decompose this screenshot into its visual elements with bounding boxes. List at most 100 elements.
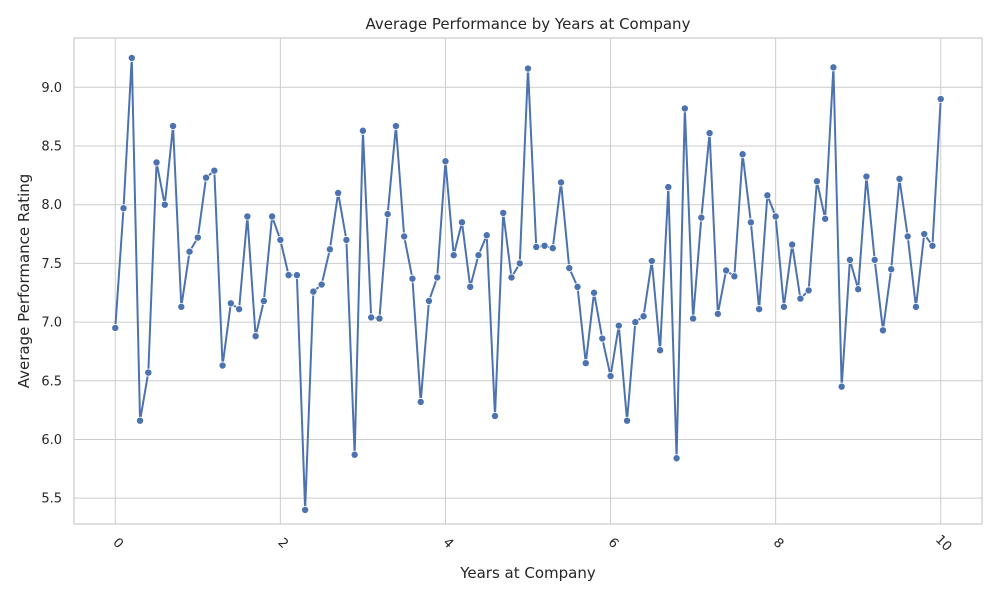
data-point — [408, 274, 417, 283]
data-point — [631, 318, 640, 327]
data-point — [515, 259, 524, 268]
y-tick-label: 8.0 — [41, 198, 62, 213]
y-tick-label: 6.5 — [41, 374, 62, 389]
y-tick-label: 9.0 — [41, 81, 62, 96]
data-point — [127, 53, 136, 62]
data-point — [763, 191, 772, 200]
data-point — [730, 272, 739, 281]
data-point — [738, 150, 747, 159]
data-point — [202, 173, 211, 182]
data-point — [713, 309, 722, 318]
data-point — [680, 104, 689, 113]
data-point — [845, 255, 854, 264]
data-point — [210, 166, 219, 175]
data-point — [474, 251, 483, 260]
data-point — [375, 314, 384, 323]
y-axis-label: Average Performance Rating — [15, 174, 33, 389]
data-point — [441, 157, 450, 166]
data-point — [185, 247, 194, 256]
series — [111, 53, 945, 514]
data-point — [259, 296, 268, 305]
data-point — [870, 255, 879, 264]
x-tick-label: 0 — [110, 535, 126, 551]
data-point — [160, 200, 169, 209]
x-tick-label: 2 — [275, 535, 291, 551]
x-tick-label: 4 — [440, 535, 456, 551]
data-point — [309, 287, 318, 296]
data-point — [771, 212, 780, 221]
data-point — [746, 218, 755, 227]
data-point — [854, 285, 863, 294]
data-point — [490, 411, 499, 420]
data-point — [383, 210, 392, 219]
data-point — [540, 241, 549, 250]
data-point — [111, 323, 120, 332]
data-point — [557, 178, 566, 187]
x-tick-label: 8 — [770, 535, 786, 551]
data-point — [573, 282, 582, 291]
chart-title: Average Performance by Years at Company — [366, 15, 691, 33]
data-point — [243, 212, 252, 221]
data-point — [218, 361, 227, 370]
data-point — [276, 235, 285, 244]
data-point — [433, 273, 442, 282]
data-point — [226, 299, 235, 308]
data-point — [457, 218, 466, 227]
data-point — [169, 122, 178, 131]
series-line — [114, 56, 942, 511]
data-point — [779, 302, 788, 311]
data-point — [936, 95, 945, 104]
data-point — [581, 359, 590, 368]
data-point — [887, 265, 896, 274]
data-point — [920, 230, 929, 239]
data-point — [482, 231, 491, 240]
data-point — [796, 294, 805, 303]
data-point — [325, 245, 334, 254]
plot-area-frame — [73, 37, 983, 525]
data-point — [837, 382, 846, 391]
y-tick-label: 7.5 — [41, 257, 62, 272]
data-point — [284, 271, 293, 280]
y-tick-label: 7.0 — [41, 316, 62, 331]
data-point — [177, 302, 186, 311]
data-point — [251, 332, 260, 341]
data-point — [647, 257, 656, 266]
x-axis-label: Years at Company — [459, 564, 596, 582]
data-point — [722, 266, 731, 275]
data-point — [136, 416, 145, 425]
data-point — [334, 188, 343, 197]
data-point — [903, 232, 912, 241]
data-point — [391, 122, 400, 131]
data-point — [449, 251, 458, 260]
tick-labels: 0 2 4 6 8 10 5.5 6.0 6.5 7.0 7.5 8.0 8.5 9.0 — [41, 81, 954, 555]
data-point — [614, 321, 623, 330]
data-point — [590, 288, 599, 297]
data-point — [367, 313, 376, 322]
data-point — [623, 416, 632, 425]
x-tick-label: 10 — [932, 532, 954, 554]
data-point — [416, 397, 425, 406]
data-point — [656, 346, 665, 355]
data-point — [499, 208, 508, 217]
data-point — [424, 296, 433, 305]
data-point — [606, 372, 615, 381]
data-point — [928, 241, 937, 250]
data-point — [598, 334, 607, 343]
data-point — [144, 368, 153, 377]
y-tick-label: 8.5 — [41, 140, 62, 155]
data-point — [689, 314, 698, 323]
x-tick-label: 6 — [605, 535, 621, 551]
data-point — [697, 213, 706, 222]
data-point — [292, 271, 301, 280]
data-point — [829, 63, 838, 72]
data-point — [342, 235, 351, 244]
data-point — [565, 264, 574, 273]
data-point — [664, 183, 673, 192]
data-point — [639, 312, 648, 321]
data-point — [152, 158, 161, 167]
data-point — [672, 454, 681, 463]
data-point — [119, 204, 128, 213]
data-point — [400, 232, 409, 241]
data-point — [317, 280, 326, 289]
